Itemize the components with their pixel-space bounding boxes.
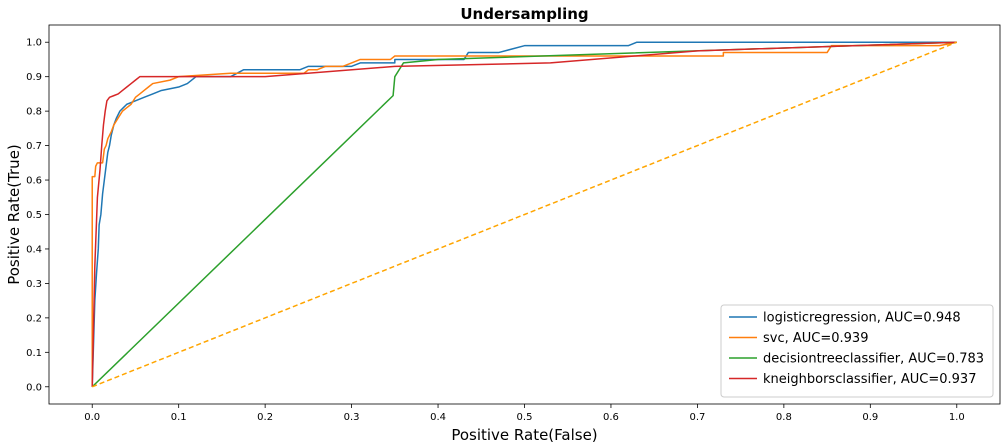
x-tick-label: 0.7 xyxy=(689,412,705,423)
x-tick-label: 0.3 xyxy=(344,412,360,423)
chart-title: Undersampling xyxy=(460,5,588,23)
x-tick-label: 0.1 xyxy=(171,412,187,423)
y-tick-label: 0.9 xyxy=(26,72,42,83)
y-tick-label: 0.5 xyxy=(26,210,42,221)
x-tick-label: 0.2 xyxy=(257,412,273,423)
y-axis: 0.0 0.1 0.2 0.3 0.4 0.5 0.6 0.7 0.8 0.9 1.0 xyxy=(26,38,49,393)
x-tick-label: 0.0 xyxy=(84,412,100,423)
series-line-3 xyxy=(91,41,957,387)
legend: logisticregression, AUC=0.948 svc, AUC=0.… xyxy=(720,304,994,398)
y-tick-label: 0.2 xyxy=(26,313,42,324)
legend-label: logisticregression, AUC=0.948 xyxy=(763,311,961,326)
x-axis-title: Positive Rate(False) xyxy=(451,426,597,444)
reference-diagonal-line xyxy=(91,41,958,388)
legend-label: svc, AUC=0.939 xyxy=(763,331,868,346)
legend-box xyxy=(720,304,994,398)
y-axis-title: Positive Rate(True) xyxy=(5,144,23,285)
x-axis: 0.0 0.1 0.2 0.3 0.4 0.5 0.6 0.7 0.8 0.9 1.0 xyxy=(84,404,965,423)
y-tick-label: 0.3 xyxy=(26,279,42,290)
y-tick-label: 0.8 xyxy=(26,107,42,118)
x-tick-label: 0.8 xyxy=(776,412,792,423)
series-layer xyxy=(91,41,958,388)
series-line-2 xyxy=(91,41,957,388)
x-tick-label: 0.9 xyxy=(862,412,878,423)
y-tick-label: 0.0 xyxy=(26,382,42,393)
x-tick-label: 0.6 xyxy=(603,412,619,423)
x-tick-label: 0.4 xyxy=(430,412,446,423)
x-tick-label: 0.5 xyxy=(517,412,533,423)
y-tick-label: 0.1 xyxy=(26,348,42,359)
legend-label: kneighborsclassifier, AUC=0.937 xyxy=(763,372,976,387)
x-tick-label: 1.0 xyxy=(949,412,965,423)
y-tick-label: 0.7 xyxy=(26,141,42,152)
y-tick-label: 0.6 xyxy=(26,176,42,187)
legend-label: decisiontreeclassifier, AUC=0.783 xyxy=(763,352,984,367)
y-tick-label: 0.4 xyxy=(26,244,42,255)
y-tick-label: 1.0 xyxy=(26,38,42,49)
